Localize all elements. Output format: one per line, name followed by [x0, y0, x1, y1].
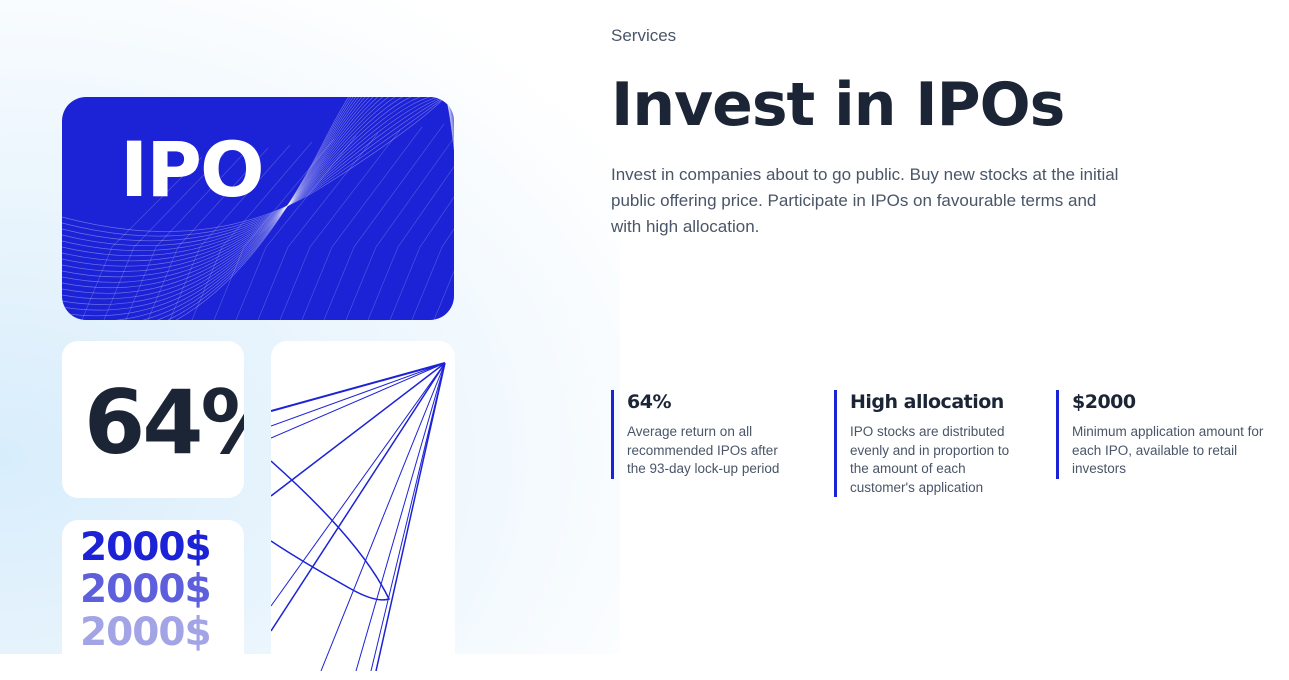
wave-line — [175, 97, 454, 320]
mesh-line — [103, 153, 225, 320]
mesh-line — [279, 129, 401, 320]
mesh-line — [411, 228, 454, 320]
wave-line — [62, 97, 445, 247]
wave-line — [62, 97, 454, 252]
stat-text: Average return on all recommended IPOs a… — [627, 424, 780, 476]
wave-line — [62, 97, 454, 267]
percent-card: 64% — [62, 341, 244, 498]
stat-allocation: High allocation IPO stocks are distribut… — [834, 390, 1034, 497]
mesh-line — [125, 150, 247, 320]
stat-title: High allocation — [850, 391, 1004, 413]
mesh-line — [169, 144, 291, 320]
mesh-line — [301, 126, 423, 320]
stat-text: Minimum application amount for each IPO,… — [1072, 424, 1264, 476]
wave-line — [62, 97, 454, 256]
wave-line — [62, 97, 454, 300]
stat-title: 64% — [627, 391, 671, 413]
mesh-line — [367, 166, 454, 320]
mesh-line — [235, 135, 357, 320]
mesh-line — [213, 138, 335, 320]
wave-line — [62, 97, 454, 305]
mesh-line — [257, 132, 379, 320]
wave-line — [62, 97, 454, 311]
mesh-line — [389, 196, 454, 320]
wave-lines-graphic — [62, 97, 454, 320]
line-art-card — [271, 341, 455, 671]
stat-text: IPO stocks are distributed evenly and in… — [850, 424, 1010, 495]
line-fan-graphic — [271, 362, 446, 671]
ipo-card-text: IPO — [120, 125, 265, 214]
money-line-2: 2000$ — [80, 567, 212, 612]
wave-line — [156, 97, 454, 320]
wave-line — [62, 97, 454, 262]
stat-minimum: $2000 Minimum application amount for eac… — [1056, 390, 1266, 479]
mesh-line — [433, 270, 454, 320]
percent-card-text: 64% — [84, 371, 244, 474]
money-line-1: 2000$ — [80, 525, 212, 570]
wave-line — [62, 97, 454, 289]
page-title: Invest in IPOs — [611, 70, 1065, 140]
stat-title: $2000 — [1072, 391, 1136, 413]
wave-line — [167, 97, 454, 320]
mesh-line — [81, 156, 203, 320]
wave-line — [62, 97, 446, 242]
mesh-line — [323, 123, 445, 320]
wave-line — [62, 97, 446, 232]
wave-line — [62, 97, 454, 294]
wave-line — [62, 97, 446, 237]
ipo-illustration-card: IPO — [62, 97, 454, 320]
money-card: 2000$ 2000$ 2000$ — [62, 520, 244, 680]
section-description: Invest in companies about to go public. … — [611, 165, 1119, 236]
mesh-line — [345, 137, 454, 320]
wave-line — [62, 97, 454, 317]
wave-line — [141, 97, 454, 320]
section-eyebrow: Services — [611, 26, 677, 45]
wave-line — [62, 97, 454, 272]
wave-line — [62, 97, 454, 278]
money-line-3: 2000$ — [80, 610, 212, 655]
mesh-line — [191, 141, 313, 320]
stat-return: 64% Average return on all recommended IP… — [611, 390, 811, 479]
wave-line — [62, 97, 454, 320]
mesh-line — [147, 147, 269, 320]
wave-line — [62, 97, 454, 283]
